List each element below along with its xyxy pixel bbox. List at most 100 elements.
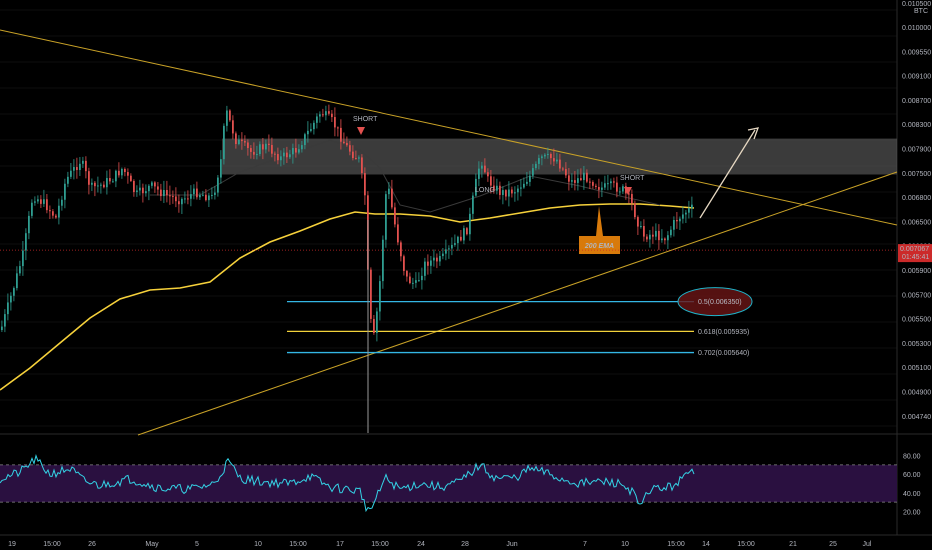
candle-body [352, 151, 354, 159]
candle-body [493, 185, 495, 191]
candle-body [688, 208, 690, 213]
candle-body [196, 188, 198, 198]
candle-body [691, 204, 693, 209]
candle-body [664, 238, 666, 241]
candle-body [646, 236, 648, 240]
candle-body [517, 188, 519, 193]
time-tick-label: 21 [789, 541, 797, 548]
candle-body [22, 250, 24, 267]
candle-body [391, 188, 393, 208]
candle-body [301, 145, 303, 150]
candle-body [490, 176, 492, 186]
price-tick-label: 0.006800 [902, 195, 931, 202]
candle-body [1, 326, 3, 330]
time-tick-label: 7 [583, 541, 587, 548]
projection-arrow-line [699, 129, 756, 219]
candle-body [85, 160, 87, 172]
candle-body [532, 168, 534, 176]
price-tick-label: 0.009100 [902, 74, 931, 81]
candle-body [610, 181, 612, 184]
time-tick-label: 15:00 [289, 541, 307, 548]
candle-body [379, 281, 381, 312]
candle-body [409, 276, 411, 284]
candle-body [439, 256, 441, 262]
candle-body [274, 153, 276, 155]
candle-body [349, 145, 351, 152]
candle-body [460, 236, 462, 241]
candle-body [679, 218, 681, 222]
candle-body [469, 213, 471, 235]
time-tick-label: 15:00 [667, 541, 685, 548]
candle-body [361, 157, 363, 174]
price-tick-label: 0.004900 [902, 390, 931, 397]
annotations: SHORT SHORT 200 EMA LONG [0, 116, 897, 254]
candle-body [346, 143, 348, 146]
candle-body [37, 199, 39, 202]
candle-body [604, 183, 606, 188]
ema-callout-label: 200 EMA [584, 243, 614, 250]
candle-body [19, 266, 21, 274]
candle-body [154, 182, 156, 187]
candle-body [421, 275, 423, 281]
candle-body [418, 280, 420, 282]
candle-body [259, 144, 261, 155]
candle-body [649, 234, 651, 240]
candle-body [76, 167, 78, 171]
candle-body [307, 130, 309, 135]
time-tick-label: 26 [88, 541, 96, 548]
candle-body [436, 257, 438, 262]
candle-body [319, 114, 321, 117]
candle-body [121, 168, 123, 176]
price-tick-label: 0.005900 [902, 268, 931, 275]
current-price-tag [898, 244, 932, 263]
short-label-1: SHORT [353, 116, 378, 123]
candle-body [4, 314, 6, 327]
candle-body [433, 257, 435, 261]
candle-body [265, 143, 267, 150]
short-arrow-1 [357, 127, 365, 135]
candle-body [118, 170, 120, 176]
candle-body [463, 228, 465, 241]
candle-body [310, 129, 312, 131]
candle-body [46, 199, 48, 211]
ascending-trendline [137, 171, 898, 436]
candle-body [13, 288, 15, 296]
candle-body [79, 163, 81, 171]
candle-body [544, 154, 546, 157]
candle-body [598, 186, 600, 190]
candle-body [667, 235, 669, 241]
candle-body [322, 114, 324, 116]
candle-body [370, 269, 372, 319]
candle-body [289, 154, 291, 158]
price-tick-label: 0.005500 [902, 317, 931, 324]
candle-body [151, 182, 153, 186]
candle-body [271, 144, 273, 154]
candle-body [172, 195, 174, 197]
fib-label-0.702: 0.702(0.005640) [698, 350, 749, 357]
candle-body [295, 148, 297, 153]
candle-body [145, 191, 147, 194]
candle-body [340, 127, 342, 142]
candle-body [136, 190, 138, 193]
candle-body [637, 217, 639, 227]
time-tick-label: 5 [195, 541, 199, 548]
candle-body [415, 280, 417, 283]
candle-body [424, 261, 426, 276]
candle-body [178, 201, 180, 205]
candle-body [187, 198, 189, 200]
time-tick-label: 14 [702, 541, 710, 548]
candle-body [643, 226, 645, 237]
rsi-line [0, 454, 695, 513]
candle-body [235, 133, 237, 145]
candle-body [7, 302, 9, 315]
fib-label-0.618: 0.618(0.005935) [698, 329, 749, 336]
candle-body [451, 244, 453, 249]
candle-body [499, 185, 501, 195]
candle-body [49, 210, 51, 212]
candle-body [565, 169, 567, 176]
projection-arrow-head [747, 127, 760, 140]
candle-body [601, 187, 603, 190]
candle-body [400, 242, 402, 257]
